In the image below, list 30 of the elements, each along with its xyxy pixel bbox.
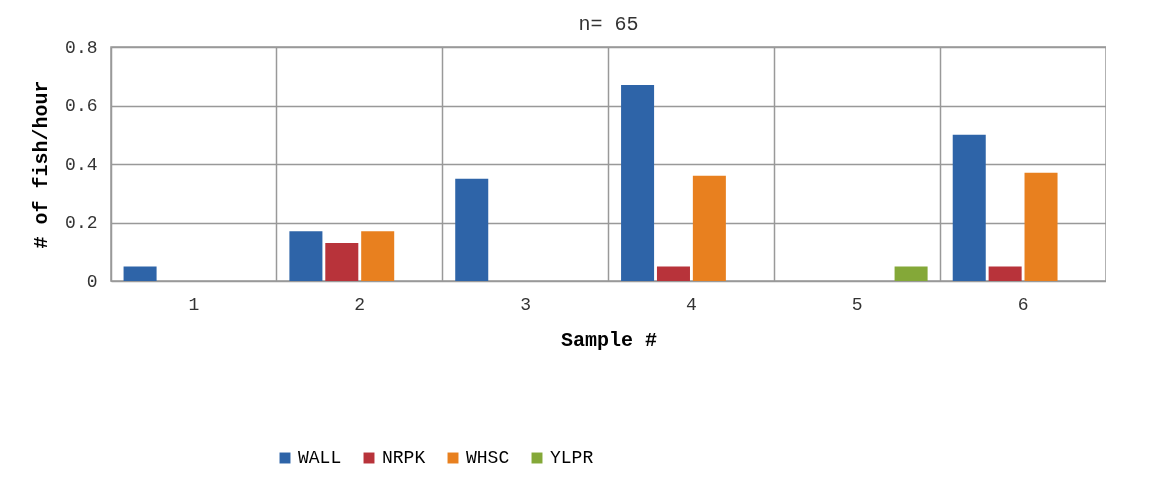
x-tick-label: 1 bbox=[188, 294, 200, 315]
bar bbox=[894, 266, 928, 281]
legend-label: WALL bbox=[298, 448, 342, 468]
x-tick-label: 2 bbox=[354, 294, 366, 315]
bar bbox=[621, 85, 655, 281]
bar bbox=[455, 178, 489, 281]
y-tick-label: 0.6 bbox=[65, 96, 98, 116]
bar bbox=[289, 231, 323, 281]
y-axis-title: # of fish/hour bbox=[30, 80, 54, 249]
y-tick-label: 0.2 bbox=[65, 213, 98, 233]
chart-title: n= 65 bbox=[578, 13, 639, 36]
bar bbox=[325, 242, 359, 281]
bar bbox=[692, 175, 726, 281]
x-tick-label: 4 bbox=[686, 294, 697, 315]
y-tick-label: 0.4 bbox=[65, 154, 98, 175]
x-tick-label: 6 bbox=[1017, 294, 1029, 315]
legend-label: NRPK bbox=[382, 448, 426, 468]
bar bbox=[952, 134, 986, 281]
y-tick-label: 0 bbox=[86, 271, 98, 292]
bar bbox=[361, 231, 395, 281]
legend-label: YLPR bbox=[550, 448, 594, 468]
legend-label: WHSC bbox=[466, 448, 510, 468]
y-tick-label: 0.8 bbox=[65, 37, 98, 58]
x-axis-title: Sample # bbox=[560, 328, 658, 352]
bar bbox=[988, 266, 1022, 281]
x-tick-label: 5 bbox=[851, 294, 863, 315]
bar bbox=[1024, 172, 1058, 281]
bar bbox=[123, 266, 157, 281]
bar bbox=[656, 266, 690, 281]
x-tick-label: 3 bbox=[520, 294, 531, 315]
